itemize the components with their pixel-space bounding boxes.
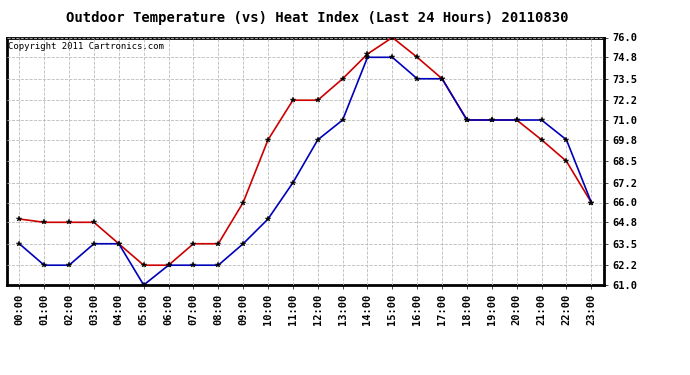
Text: Copyright 2011 Cartronics.com: Copyright 2011 Cartronics.com [8, 42, 164, 51]
Text: Outdoor Temperature (vs) Heat Index (Last 24 Hours) 20110830: Outdoor Temperature (vs) Heat Index (Las… [66, 11, 569, 25]
